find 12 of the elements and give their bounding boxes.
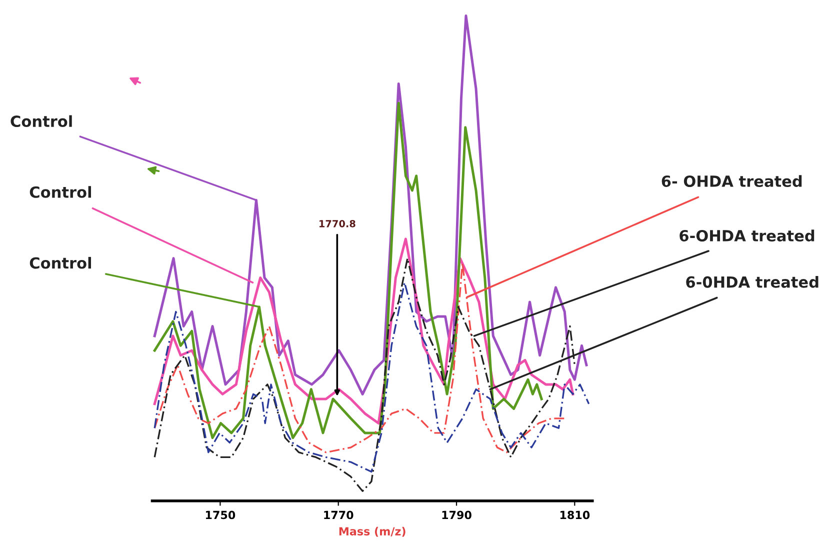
- annotation: 1770.8: [320, 220, 356, 228]
- annotation: 6-OHDA treated: [680, 230, 814, 242]
- annotation: 6- OHDA treated: [662, 175, 802, 188]
- x-tick-label: 1770: [324, 510, 354, 520]
- annotation: 6-0HDA treated: [686, 276, 818, 288]
- annotation: Control: [30, 186, 91, 198]
- x-tick-label: 1810: [560, 510, 590, 520]
- x-tick-label: 1790: [442, 510, 472, 520]
- annotation: Control: [30, 256, 91, 269]
- x-tick-label: 1750: [206, 510, 236, 520]
- annotation: Control: [10, 115, 72, 128]
- x-axis-title: Mass (m/z): [339, 526, 406, 537]
